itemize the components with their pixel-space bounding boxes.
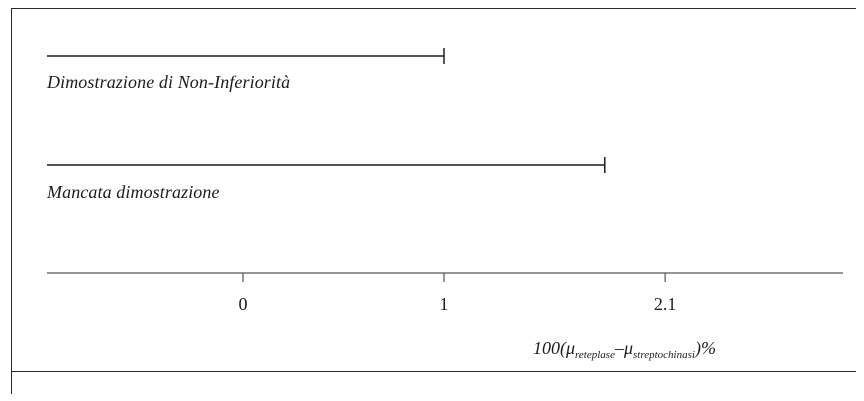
formula-minus: – xyxy=(614,338,624,358)
formula-mu-2: μ xyxy=(623,338,634,358)
tick-label-2-1: 2.1 xyxy=(653,294,677,314)
label-non-inferiority: Dimostrazione di Non-Inferiorità xyxy=(47,72,291,92)
frame-edge xyxy=(11,370,12,394)
figure-frame xyxy=(11,8,856,372)
formula-sub-streptochinasi: streptochinasi xyxy=(633,349,695,361)
formula-mu-1: μ xyxy=(566,338,576,358)
tick-label-0: 0 xyxy=(238,294,248,314)
formula-sub-reteplase: reteplase xyxy=(575,349,615,361)
label-failed-demonstration: Mancata dimostrazione xyxy=(47,182,220,202)
formula-open: ( xyxy=(560,338,566,358)
tick-label-1: 1 xyxy=(439,294,449,314)
axis-formula: 100(μreteplase–μstreptochinasi)% xyxy=(533,338,716,361)
formula-prefix: 100 xyxy=(533,338,560,358)
formula-close: )% xyxy=(694,338,716,358)
